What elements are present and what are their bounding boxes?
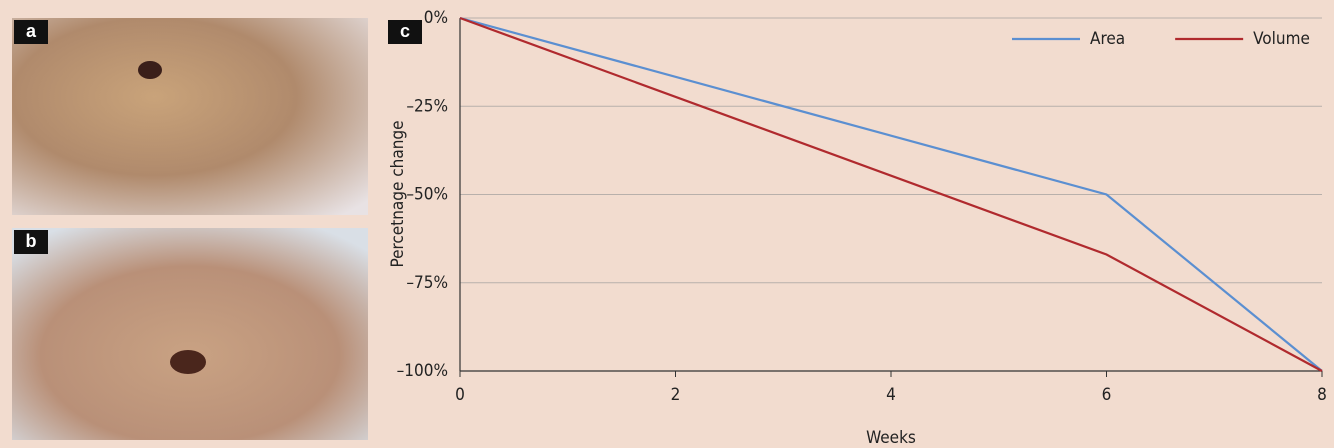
x-tick-label: 6 — [1102, 385, 1112, 405]
photo — [12, 228, 368, 440]
y-tick-label: 0% — [424, 8, 448, 28]
x-tick-label: 8 — [1317, 385, 1327, 405]
photo-a: a — [12, 18, 368, 215]
x-tick-label: 4 — [886, 385, 896, 405]
legend-label: Area — [1090, 29, 1125, 49]
panel-label-box — [14, 230, 48, 254]
lesion — [170, 350, 206, 374]
y-axis-label: Percetnage change — [388, 120, 408, 267]
panel-label: c — [400, 21, 410, 41]
panel-label-box — [388, 20, 422, 44]
series-line — [459, 16, 1323, 372]
lesion — [138, 61, 162, 79]
panel-label-box — [14, 20, 48, 44]
legend-label: Volume — [1253, 29, 1310, 49]
y-tick-label: –75% — [406, 273, 448, 293]
panel-label: a — [26, 21, 37, 41]
x-tick-label: 2 — [671, 385, 681, 405]
y-tick-label: –25% — [406, 96, 448, 116]
y-tick-label: –100% — [397, 361, 448, 381]
x-axis-label: Weeks — [866, 428, 916, 448]
photo — [12, 18, 368, 215]
series-line — [459, 16, 1323, 372]
y-tick-label: –50% — [406, 185, 448, 205]
photo-b: b — [12, 228, 368, 440]
x-tick-label: 0 — [455, 385, 465, 405]
panel-label: b — [26, 231, 37, 251]
